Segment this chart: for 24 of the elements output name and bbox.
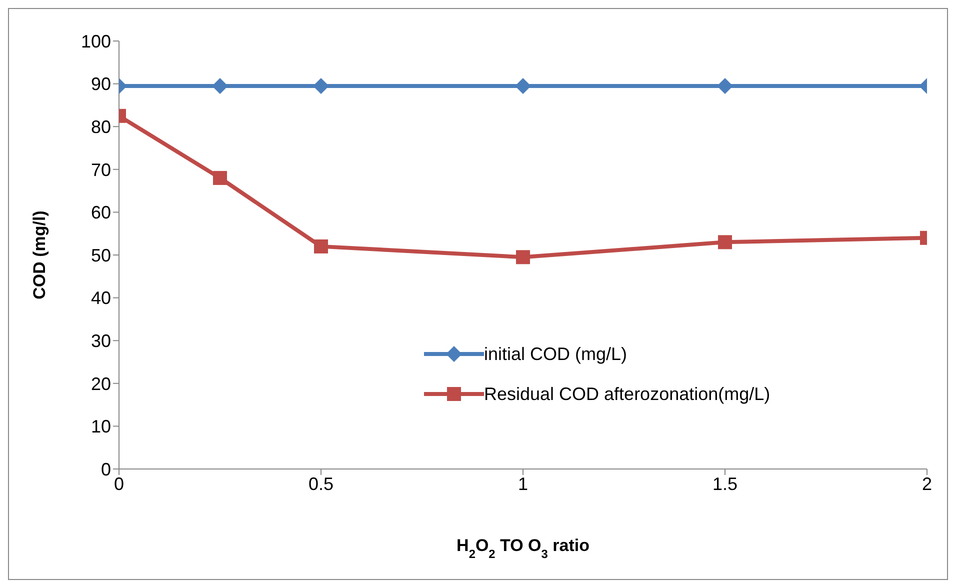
point	[516, 250, 530, 264]
x-tick-label: 0.5	[308, 474, 334, 494]
y-tick-label: 10	[90, 416, 111, 437]
legend-label: initial COD (mg/L)	[484, 344, 628, 364]
y-tick-label: 40	[90, 288, 111, 308]
x-tick-label: 0	[114, 474, 124, 494]
x-tick-label: 2	[922, 474, 932, 494]
point	[314, 239, 328, 254]
x-axis-title: H$_{2}$O$_{2}$ TO O$_{3}$ ratio	[456, 536, 590, 561]
point	[313, 78, 329, 94]
point	[515, 78, 531, 94]
y-tick-label: 30	[90, 330, 111, 351]
x-tick-label: 1.5	[712, 474, 738, 494]
y-tick-label: 80	[90, 116, 111, 137]
y-tick-label: 90	[90, 74, 111, 94]
x-tick-label: 1	[518, 474, 528, 494]
y-tick-label: 0	[100, 459, 111, 480]
y-tick-label: 20	[90, 374, 111, 394]
y-tick-label: 50	[90, 245, 111, 266]
y-tick-label: 100	[80, 31, 111, 52]
y-tick-label: 70	[90, 160, 111, 180]
y-axis-title: COD (mg/l)	[30, 210, 50, 300]
legend-label: Residual COD afterozonation(mg/L)	[484, 384, 770, 404]
y-tick-label: 60	[90, 202, 111, 223]
